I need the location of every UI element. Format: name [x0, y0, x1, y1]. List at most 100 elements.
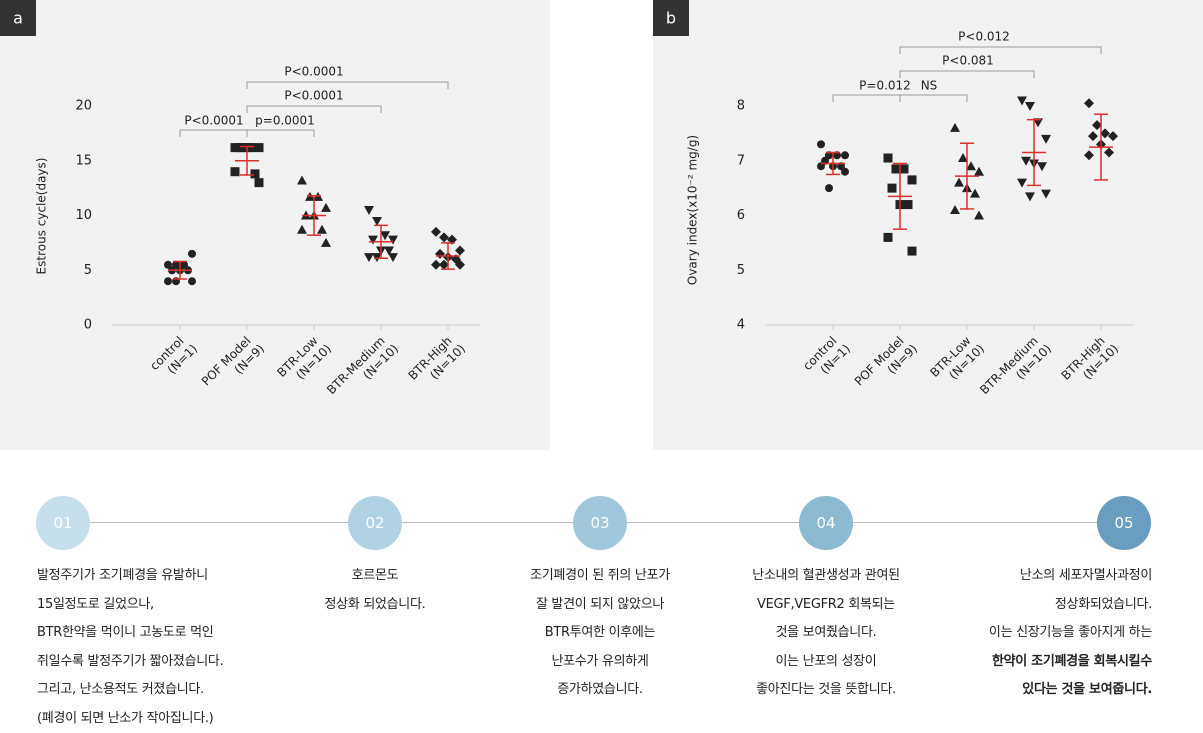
data-point [297, 175, 307, 184]
data-point [255, 178, 264, 187]
data-point [251, 169, 260, 178]
data-point [825, 184, 833, 192]
y-tick-label: 5 [737, 263, 745, 278]
panel-label: a [13, 9, 23, 28]
step-line: 이는 신장기능을 좋아지게 하는 [989, 619, 1152, 648]
y-axis-label: Ovary index(x10⁻² mg/g) [686, 135, 700, 285]
data-point [904, 200, 913, 209]
data-point [841, 168, 849, 176]
data-point [255, 143, 264, 152]
significance-label: P<0.0001 [184, 114, 243, 128]
data-point [888, 184, 897, 193]
data-point [297, 225, 307, 234]
significance-bracket [247, 130, 314, 137]
data-point [1017, 97, 1027, 106]
chart-panel: a Estrous cycle(days) 0 5 10 15 20 control(N=1)… [0, 0, 550, 450]
significance-label: P<0.012 [958, 30, 1010, 44]
panel-label: b [666, 9, 676, 28]
y-tick-label: 10 [75, 208, 92, 223]
significance-label: NS [921, 79, 938, 93]
data-point [1041, 135, 1051, 144]
data-point [388, 253, 398, 262]
data-point [188, 277, 196, 285]
data-point [950, 123, 960, 132]
significance-bracket [247, 106, 381, 113]
data-point [974, 167, 984, 176]
data-point [1017, 179, 1027, 188]
y-axis-label: Estrous cycle(days) [35, 158, 49, 275]
step-line: 난소내의 혈관생성과 관여된 [676, 562, 976, 591]
step-circle: 01 [36, 496, 90, 550]
significance-label: p=0.0001 [255, 114, 315, 128]
data-point [164, 277, 172, 285]
data-point [1025, 102, 1035, 111]
significance-label: P<0.0001 [284, 89, 343, 103]
x-tick-label: BTR-Low(N=10) [927, 331, 987, 391]
y-tick-label: 4 [737, 318, 745, 333]
data-point [892, 164, 901, 173]
data-point [1108, 131, 1118, 141]
step-line: 15일정도로 길었으나, [37, 591, 223, 620]
x-tick-label: BTR-High(N=10) [406, 331, 468, 393]
significance-bracket [900, 47, 1101, 54]
data-point [1084, 98, 1094, 108]
significance-bracket [900, 71, 1034, 78]
data-point [950, 205, 960, 214]
data-point [321, 238, 331, 247]
data-point [1041, 190, 1051, 199]
significance-label: P=0.012 [859, 79, 911, 93]
y-tick-label: 15 [75, 153, 92, 168]
x-tick-label: POF Model(N=9) [852, 331, 920, 399]
step-circle: 03 [573, 496, 627, 550]
y-tick-label: 20 [75, 99, 92, 114]
data-point [431, 227, 441, 237]
data-point [235, 143, 244, 152]
step-line: 이는 난포의 성장이 [676, 648, 976, 677]
x-tick-label: BTR-High(N=10) [1059, 331, 1121, 393]
step-line: 난소의 세포자멸사과정이 [989, 562, 1152, 591]
data-point [817, 140, 825, 148]
data-point [231, 167, 240, 176]
y-tick-label: 8 [737, 99, 745, 114]
data-point [1104, 148, 1114, 158]
y-tick-label: 0 [84, 318, 92, 333]
step-line: 좋아진다는 것을 뜻합니다. [676, 676, 976, 705]
data-point [364, 253, 374, 262]
step-circle: 04 [799, 496, 853, 550]
y-tick-label: 5 [84, 263, 92, 278]
data-point [1088, 131, 1098, 141]
step-line: (폐경이 되면 난소가 작아집니다.) [37, 705, 223, 733]
x-tick-label: BTR-Medium(N=10) [977, 331, 1054, 408]
significance-bracket [247, 82, 448, 89]
significance-label: P<0.081 [942, 54, 994, 68]
data-point [1037, 162, 1047, 171]
data-point [884, 233, 893, 242]
data-point [364, 206, 374, 215]
x-tick-label: POF Model(N=9) [199, 331, 267, 399]
y-tick-label: 7 [737, 153, 745, 168]
data-point [970, 189, 980, 198]
data-point [321, 203, 331, 212]
step-circle: 02 [348, 496, 402, 550]
step-line: 것을 보여줬습니다. [676, 619, 976, 648]
data-point [974, 211, 984, 220]
y-tick-label: 6 [737, 208, 745, 223]
significance-bracket [180, 130, 247, 137]
data-point [1021, 157, 1031, 166]
data-point [368, 236, 378, 245]
data-point [884, 154, 893, 163]
step-line-bold: 있다는 것을 보여줍니다. [989, 676, 1152, 705]
step-line-bold: 한약이 조기폐경을 회복시킬수 [989, 648, 1152, 677]
step-line: 쥐일수록 발정주기가 짧아졌습니다. [37, 648, 223, 677]
data-point [388, 236, 398, 245]
step-circle: 05 [1097, 496, 1151, 550]
step-line: 그리고, 난소용적도 커졌습니다. [37, 676, 223, 705]
x-tick-label: control(N=1) [147, 331, 200, 384]
